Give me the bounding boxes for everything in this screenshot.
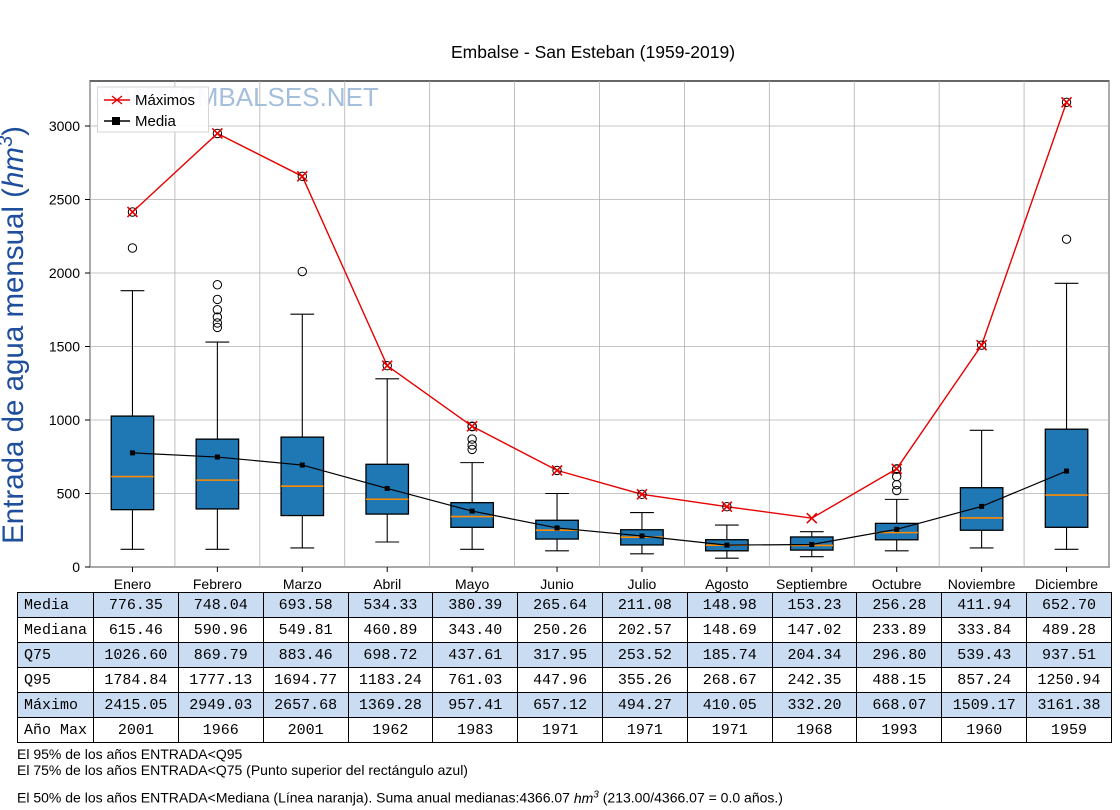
svg-text:Enero: Enero bbox=[114, 576, 152, 592]
svg-text:1000: 1000 bbox=[49, 412, 80, 428]
svg-text:500: 500 bbox=[57, 486, 81, 502]
svg-text:Abril: Abril bbox=[373, 576, 401, 592]
svg-text:2000: 2000 bbox=[49, 265, 80, 281]
svg-text:Octubre: Octubre bbox=[872, 576, 922, 592]
svg-text:Febrero: Febrero bbox=[193, 576, 242, 592]
svg-text:Máximos: Máximos bbox=[135, 92, 195, 109]
svg-text:1500: 1500 bbox=[49, 339, 80, 355]
svg-text:Diciembre: Diciembre bbox=[1035, 576, 1098, 592]
svg-text:Junio: Junio bbox=[540, 576, 574, 592]
svg-text:2500: 2500 bbox=[49, 192, 80, 208]
svg-text:Media: Media bbox=[135, 113, 177, 130]
svg-text:Mayo: Mayo bbox=[455, 576, 489, 592]
svg-text:Entrada de agua mensual (hm3): Entrada de agua mensual (hm3) bbox=[0, 126, 30, 544]
svg-text:3000: 3000 bbox=[49, 118, 80, 134]
svg-text:Embalse - San Esteban (1959-20: Embalse - San Esteban (1959-2019) bbox=[451, 42, 735, 62]
svg-text:Septiembre: Septiembre bbox=[776, 576, 848, 592]
svg-text:Agosto: Agosto bbox=[705, 576, 749, 592]
svg-text:Marzo: Marzo bbox=[283, 576, 322, 592]
svg-text:0: 0 bbox=[72, 559, 80, 575]
svg-text:Noviembre: Noviembre bbox=[948, 576, 1016, 592]
svg-text:Julio: Julio bbox=[628, 576, 657, 592]
